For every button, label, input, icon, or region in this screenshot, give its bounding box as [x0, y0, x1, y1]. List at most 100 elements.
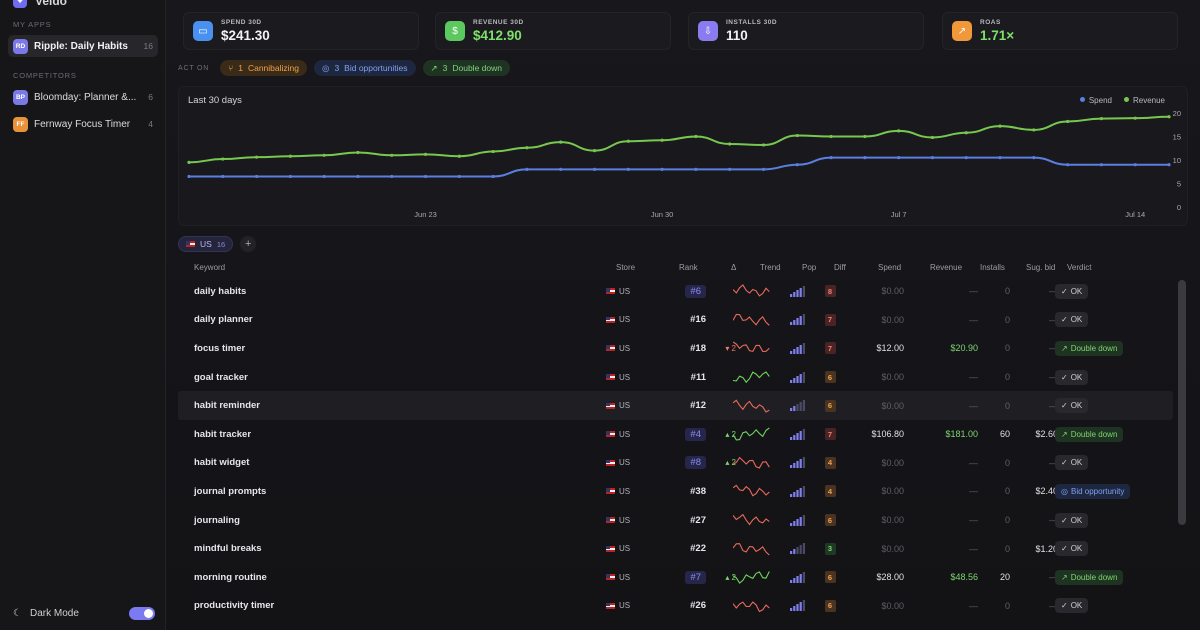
data-point-spend[interactable] [863, 156, 867, 160]
verdict-badge[interactable]: ↗ Double down [1055, 569, 1124, 585]
filter-double-down[interactable]: ↗ 3 Double down [422, 60, 510, 76]
data-point-spend[interactable] [660, 167, 664, 171]
dark-mode-toggle[interactable] [129, 607, 155, 620]
verdict-badge[interactable]: ◎ Bid opportunity [1055, 483, 1131, 499]
table-row[interactable]: mindful breaks US #22 3 $0.00 — 0 $1.20 ✓ OK [178, 534, 1173, 563]
col-delta[interactable]: Δ [731, 263, 737, 272]
add-store-button[interactable]: + [240, 236, 257, 252]
data-point-revenue[interactable] [694, 134, 698, 139]
filter-cannibalizing[interactable]: ⑂ 1 Cannibalizing [220, 60, 308, 76]
data-point-revenue[interactable] [964, 131, 968, 135]
verdict-badge[interactable]: ✓ OK [1055, 541, 1089, 557]
table-row[interactable]: habit reminder US #12 6 $0.00—0— ✓ OK [178, 391, 1173, 420]
col-sug-bid[interactable]: Sug. bid [1026, 263, 1056, 272]
data-point-spend[interactable] [423, 174, 428, 179]
col-rank[interactable]: Rank [679, 263, 698, 272]
verdict-badge[interactable]: ✓ OK [1055, 598, 1089, 614]
data-point-revenue[interactable] [254, 155, 259, 159]
sidebar-app-ripple[interactable]: RD Ripple: Daily Habits 16 [8, 35, 158, 57]
data-point-revenue[interactable] [761, 143, 766, 147]
verdict-badge[interactable]: ✓ OK [1055, 398, 1089, 414]
table-row[interactable]: goal tracker US #11 6 $0.00—0— ✓ OK [178, 363, 1173, 392]
data-point-spend[interactable] [761, 167, 766, 171]
data-point-revenue[interactable] [559, 140, 563, 144]
data-point-spend[interactable] [1133, 163, 1137, 167]
data-point-spend[interactable] [964, 156, 968, 160]
data-point-spend[interactable] [559, 167, 563, 171]
data-point-spend[interactable] [694, 167, 698, 171]
data-point-revenue[interactable] [829, 134, 833, 139]
data-point-revenue[interactable] [1167, 115, 1171, 119]
data-point-spend[interactable] [322, 174, 326, 179]
data-point-revenue[interactable] [491, 149, 495, 154]
verdict-cell[interactable]: ◎ Bid opportunity [1055, 477, 1131, 506]
brand[interactable]: ✦ Veldo [13, 0, 67, 8]
verdict-badge[interactable]: ↗ Double down [1055, 426, 1124, 442]
verdict-cell[interactable]: ✓ OK [1055, 506, 1089, 535]
data-point-revenue[interactable] [1133, 116, 1137, 120]
data-point-spend[interactable] [829, 156, 833, 160]
data-point-spend[interactable] [254, 174, 259, 179]
filter-bid-opportunities[interactable]: ◎ 3 Bid opportunities [314, 60, 416, 76]
data-point-revenue[interactable] [423, 152, 428, 156]
data-point-revenue[interactable] [288, 154, 292, 158]
data-point-revenue[interactable] [660, 138, 664, 142]
col-diff[interactable]: Diff [834, 263, 846, 272]
sidebar-competitor-fernway[interactable]: FF Fernway Focus Timer 4 [8, 113, 158, 135]
table-row[interactable]: daily planner US #16 7 $0.00—0— ✓ OK [178, 306, 1173, 335]
data-point-revenue[interactable] [897, 129, 901, 133]
data-point-revenue[interactable] [187, 160, 191, 164]
table-row[interactable]: morning routine US #7 ▴ 2 6 $28.00 $48.56 20 — ↗ D… [178, 563, 1173, 592]
store-chip-us[interactable]: US 16 [178, 236, 234, 252]
table-row[interactable]: journal prompts US #38 4 $0.00 — 0 $2.40 ◎ Bid op… [178, 477, 1173, 506]
data-point-spend[interactable] [525, 167, 529, 171]
data-point-spend[interactable] [998, 156, 1002, 160]
verdict-cell[interactable]: ↗ Double down [1055, 420, 1124, 449]
verdict-badge[interactable]: ✓ OK [1055, 312, 1089, 328]
table-row[interactable]: journaling US #27 6 $0.00—0— ✓ OK [178, 506, 1173, 535]
table-row[interactable]: productivity timer US #26 6 $0.00—0— ✓ OK [178, 592, 1173, 621]
table-row[interactable]: focus timer US #18 ▾ 2 7 $12.00 $20.90 0 — ↗ Doubl… [178, 334, 1173, 363]
verdict-cell[interactable]: ✓ OK [1055, 277, 1089, 306]
verdict-cell[interactable]: ✓ OK [1055, 534, 1089, 563]
col-keyword[interactable]: Keyword [194, 263, 226, 272]
data-point-spend[interactable] [626, 167, 630, 171]
verdict-cell[interactable]: ✓ OK [1055, 449, 1089, 478]
verdict-cell[interactable]: ✓ OK [1055, 391, 1089, 420]
col-store[interactable]: Store [616, 263, 636, 272]
verdict-badge[interactable]: ✓ OK [1055, 455, 1089, 471]
verdict-cell[interactable]: ↗ Double down [1055, 334, 1124, 363]
col-spend[interactable]: Spend [878, 263, 902, 272]
col-verdict[interactable]: Verdict [1067, 263, 1092, 272]
data-point-revenue[interactable] [356, 150, 360, 155]
col-pop[interactable]: Pop [802, 263, 817, 272]
data-point-spend[interactable] [356, 174, 360, 179]
table-row[interactable]: habit widget US #8 ▴ 2 4 $0.00—0— ✓ OK [178, 449, 1173, 478]
legend-revenue[interactable]: Revenue [1123, 96, 1165, 105]
table-scrollbar[interactable] [1178, 280, 1186, 525]
data-point-spend[interactable] [390, 174, 394, 179]
verdict-badge[interactable]: ✓ OK [1055, 283, 1089, 299]
verdict-badge[interactable]: ↗ Double down [1055, 340, 1124, 356]
data-point-spend[interactable] [288, 174, 292, 179]
data-point-revenue[interactable] [728, 142, 732, 146]
data-point-revenue[interactable] [1099, 117, 1104, 121]
data-point-spend[interactable] [1066, 163, 1070, 167]
data-point-spend[interactable] [1167, 163, 1171, 167]
col-installs[interactable]: Installs [980, 263, 1005, 272]
col-revenue[interactable]: Revenue [930, 263, 963, 272]
data-point-spend[interactable] [1099, 163, 1104, 167]
data-point-spend[interactable] [795, 163, 799, 167]
data-point-revenue[interactable] [998, 124, 1002, 128]
data-point-revenue[interactable] [863, 134, 867, 139]
data-point-revenue[interactable] [221, 157, 225, 161]
table-row[interactable]: daily habits US #6 8 $0.00—0— ✓ OK [178, 277, 1173, 306]
col-trend[interactable]: Trend [760, 263, 781, 272]
data-point-spend[interactable] [221, 174, 225, 179]
legend-spend[interactable]: Spend [1079, 96, 1112, 105]
table-row[interactable]: habit tracker US #4 ▴ 2 7 $106.80 $181.00 60 $2.… [178, 420, 1173, 449]
data-point-spend[interactable] [187, 174, 191, 179]
data-point-revenue[interactable] [930, 135, 935, 140]
data-point-revenue[interactable] [390, 153, 394, 157]
data-point-spend[interactable] [728, 167, 732, 171]
